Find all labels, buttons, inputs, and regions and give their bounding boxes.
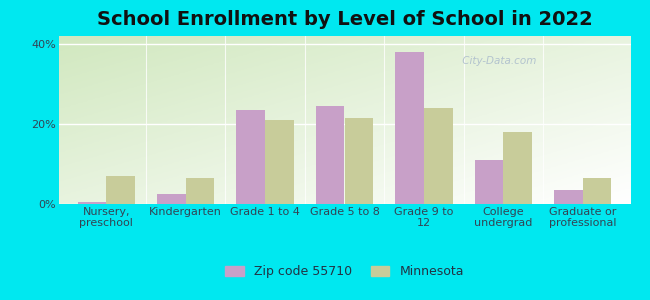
- Bar: [583, 178, 612, 204]
- Bar: [106, 176, 135, 204]
- Bar: [77, 202, 106, 204]
- Legend: Zip code 55710, Minnesota: Zip code 55710, Minnesota: [225, 266, 464, 278]
- Text: City-Data.com: City-Data.com: [459, 56, 536, 66]
- Bar: [424, 108, 452, 204]
- Bar: [503, 132, 532, 204]
- Bar: [344, 118, 373, 204]
- Bar: [554, 190, 583, 204]
- Bar: [265, 120, 294, 204]
- Bar: [157, 194, 186, 204]
- Bar: [316, 106, 344, 204]
- Bar: [237, 110, 265, 204]
- Bar: [395, 52, 424, 204]
- Title: School Enrollment by Level of School in 2022: School Enrollment by Level of School in …: [97, 10, 592, 29]
- Bar: [474, 160, 503, 204]
- Bar: [186, 178, 214, 204]
